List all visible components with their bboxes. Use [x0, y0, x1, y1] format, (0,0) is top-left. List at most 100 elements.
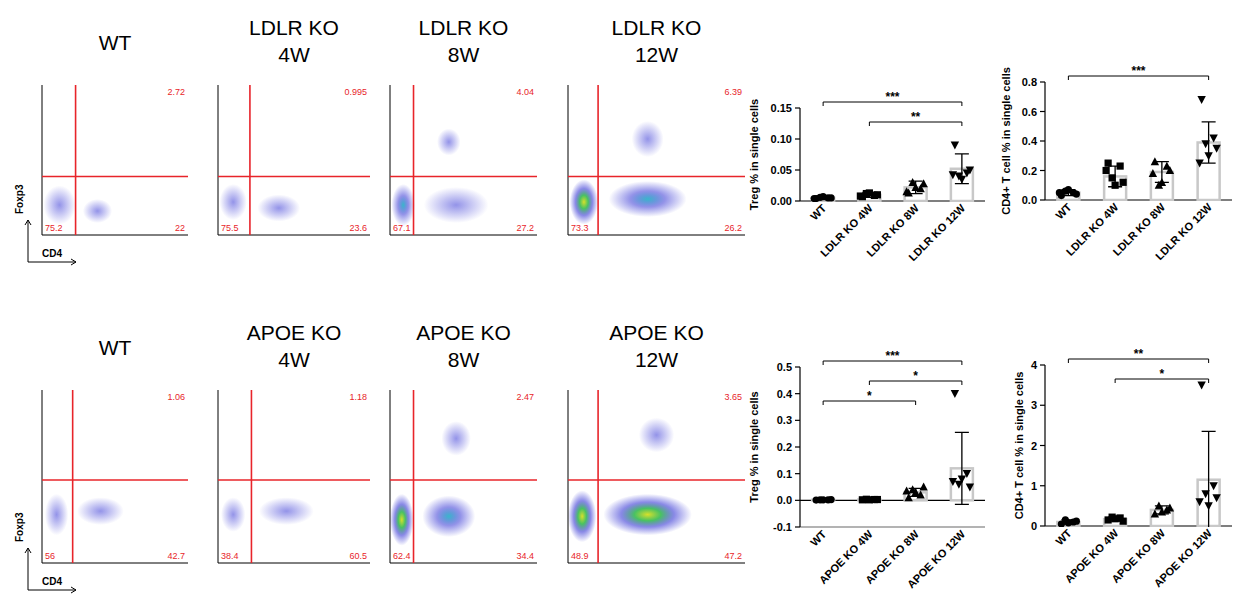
events	[220, 184, 301, 222]
data-point	[919, 483, 927, 491]
events	[221, 497, 314, 532]
y-tick	[795, 200, 800, 201]
gate-vertical	[413, 85, 415, 235]
y-tick-label: 1	[1031, 480, 1037, 492]
marks	[1057, 382, 1220, 527]
quadrant-percent: 2.47	[516, 392, 534, 402]
y-axis	[42, 85, 43, 235]
event-cluster	[220, 184, 247, 220]
y-tick	[795, 500, 800, 501]
data-point	[951, 390, 959, 398]
y-tick	[795, 526, 800, 527]
data-point	[1073, 191, 1080, 198]
quadrant-percent: 23.6	[349, 223, 367, 233]
significance-label: *	[867, 389, 872, 403]
gate-vertical	[597, 390, 599, 563]
category-label: WT	[1053, 527, 1074, 548]
y-axis	[390, 390, 391, 563]
x-axis	[42, 235, 188, 236]
quadrant-percent: 67.1	[393, 223, 411, 233]
category-label: LDLR KO 12W	[906, 201, 968, 263]
y-axis	[390, 85, 391, 235]
y-tick	[1040, 525, 1045, 526]
data-point	[1195, 498, 1203, 506]
axis-title: CD4	[42, 248, 62, 259]
significance-label: ***	[885, 349, 899, 363]
event-cluster	[639, 418, 674, 453]
event-cluster	[391, 184, 415, 226]
data-point	[1149, 169, 1157, 177]
data-point	[1166, 503, 1174, 511]
plot-title: LDLR KO	[612, 16, 702, 39]
y-tick-label: 0.15	[771, 102, 792, 114]
quadrant-percent: 4.04	[516, 87, 534, 97]
data-point	[1209, 482, 1217, 490]
x-axis	[568, 563, 745, 564]
flow-plot: LDLR KO8W4.0467.127.2	[390, 16, 537, 235]
y-tick-label: 0	[1031, 520, 1037, 532]
significance-label: *	[1160, 367, 1165, 381]
y-tick	[1040, 405, 1045, 406]
plot-title: 4W	[278, 348, 310, 371]
bar-chart: 0.000.050.100.15Treg % in single cellsWT…	[748, 90, 985, 263]
y-tick-label: 0.0	[1022, 194, 1037, 206]
gate-horizontal	[390, 479, 537, 481]
error-bar	[909, 488, 923, 496]
category-label: LDLR KO 12W	[1153, 200, 1215, 262]
y-axis	[218, 85, 219, 235]
y-tick-label: 2	[1031, 440, 1037, 452]
axis-arrow	[28, 587, 76, 593]
quadrant-percent: 34.4	[516, 551, 534, 561]
plot-title: LDLR KO	[249, 16, 339, 39]
gate-horizontal	[218, 479, 370, 481]
quadrant-percent: 6.39	[724, 87, 742, 97]
event-cluster	[258, 195, 301, 222]
data-point	[1209, 134, 1217, 142]
x-axis	[568, 235, 745, 236]
y-tick	[795, 420, 800, 421]
quadrant-percent: 75.5	[221, 223, 239, 233]
quadrant-percent: 26.2	[724, 223, 742, 233]
axis-title: Foxp3	[14, 512, 25, 542]
y-tick	[795, 169, 800, 170]
y-tick	[1040, 445, 1045, 446]
y-tick-label: -0.1	[773, 521, 792, 533]
data-point	[1212, 145, 1220, 153]
axis-arrow	[25, 220, 31, 262]
error-bar	[1061, 190, 1075, 196]
y-tick	[1040, 140, 1045, 141]
marks	[812, 390, 974, 504]
x-axis	[42, 563, 188, 564]
event-cluster	[83, 199, 112, 223]
data-point	[1120, 179, 1127, 186]
axis-arrow	[28, 259, 76, 265]
plot-title: 12W	[635, 43, 678, 66]
data-point	[1197, 382, 1205, 390]
axis-title: Treg % in single cells	[748, 391, 760, 502]
event-cluster	[570, 180, 598, 225]
bar-chart: -0.10.00.10.20.30.40.5Treg % in single c…	[748, 349, 985, 590]
axis-title: CD4	[42, 576, 62, 587]
gate-horizontal	[42, 479, 188, 481]
y-tick-label: 0.4	[1022, 135, 1038, 147]
event-cluster	[568, 490, 596, 542]
x-axis	[390, 235, 537, 236]
y-tick	[795, 473, 800, 474]
flow-plot: WT2.7275.222Foxp3CD4	[14, 31, 188, 265]
events	[45, 494, 124, 536]
error-bar	[862, 192, 876, 197]
y-tick	[795, 366, 800, 367]
quadrant-percent: 38.4	[221, 551, 239, 561]
bar-chart: 01234CD4+ T cell % in single cellsWTAPOE…	[1013, 347, 1233, 589]
data-point	[1212, 494, 1220, 502]
gate-vertical	[249, 85, 251, 235]
plot-title: WT	[99, 31, 132, 54]
error-bar	[1202, 431, 1216, 527]
y-tick	[1040, 81, 1045, 82]
flow-plot: LDLR KO12W6.3973.326.2	[568, 16, 745, 235]
y-tick-label: 0.1	[777, 468, 792, 480]
error-bar	[816, 197, 830, 199]
y-axis	[42, 390, 43, 563]
category-label: WT	[808, 528, 829, 549]
plot-title: APOE KO	[609, 321, 704, 344]
